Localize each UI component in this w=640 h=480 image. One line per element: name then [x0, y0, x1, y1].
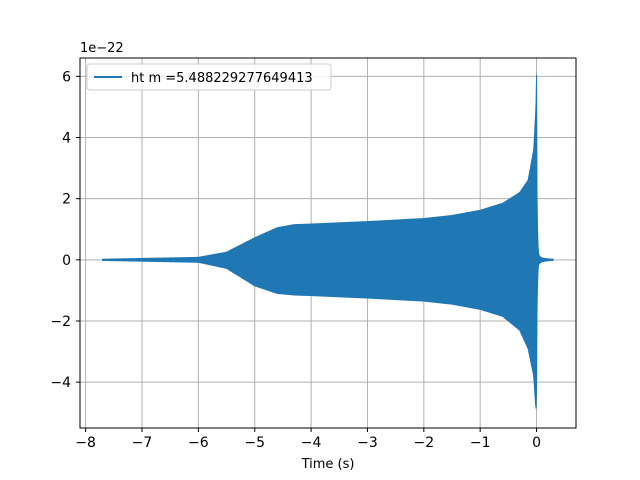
x-tick-label: −7 [132, 435, 153, 451]
x-tick-label: −2 [413, 435, 434, 451]
x-tick-label: −4 [301, 435, 322, 451]
y-tick-label: −2 [50, 314, 71, 330]
y-tick-label: 6 [62, 69, 71, 85]
y-tick-label: 2 [62, 192, 71, 208]
x-tick-label: −3 [357, 435, 378, 451]
x-axis-ticks: −8 −7 −6 −5 −4 −3 −2 −1 0 [75, 428, 541, 451]
x-tick-label: −8 [75, 435, 96, 451]
x-tick-label: 0 [532, 435, 541, 451]
x-axis-label: Time (s) [301, 457, 355, 472]
plot-area [102, 74, 554, 409]
x-tick-label: −5 [244, 435, 265, 451]
legend: ht m =5.488229277649413 [86, 63, 332, 91]
y-offset-label: 1e−22 [80, 41, 124, 56]
y-tick-label: 4 [62, 131, 71, 147]
x-tick-label: −1 [470, 435, 491, 451]
series-strain-waveform [102, 74, 554, 409]
y-axis-ticks: −4 −2 0 2 4 6 [50, 69, 80, 391]
legend-label: ht m =5.488229277649413 [131, 71, 313, 86]
legend-box [86, 63, 332, 91]
x-tick-label: −6 [188, 435, 209, 451]
y-tick-label: −4 [50, 375, 71, 391]
axes-frame [79, 57, 577, 429]
y-tick-label: 0 [62, 253, 71, 269]
